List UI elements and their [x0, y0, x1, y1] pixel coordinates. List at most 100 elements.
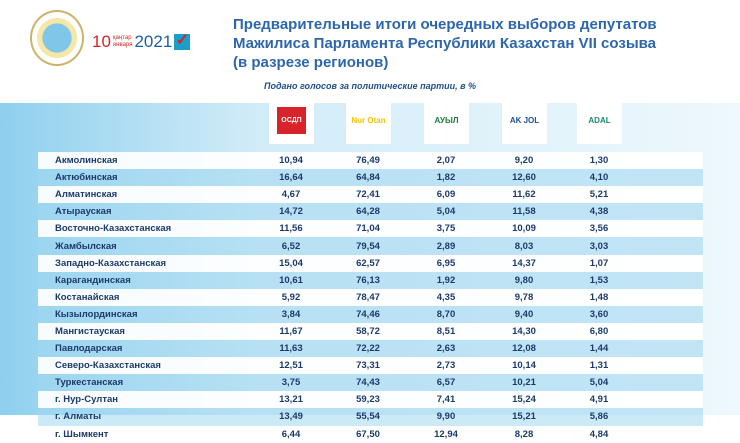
vote-percent-cell: 4,91 [589, 394, 609, 406]
vote-percent-cell: 1,92 [436, 274, 456, 286]
party-logo: АУЫЛ [424, 97, 469, 144]
region-name: Карагандинская [55, 274, 131, 286]
region-name: г. Нур-Султан [55, 394, 118, 406]
table-row: Западно-Казахстанская 15,04 62,57 6,95 14,37… [38, 254, 703, 272]
vote-percent-cell: 5,21 [589, 189, 609, 201]
table-subtitle: Подано голосов за политические партии, в… [263, 81, 477, 91]
date-month-kz: қаңтар [112, 35, 132, 41]
vote-percent-cell: 72,41 [356, 189, 380, 201]
vote-percent-cell: 79,54 [356, 240, 380, 252]
vote-percent-cell: 5,04 [436, 206, 456, 218]
checkmark-icon: ✓ [174, 32, 191, 50]
party-logo: AK JOL [502, 97, 547, 144]
table-row: Кызылординская 3,84 74,46 8,70 9,40 3,60 [38, 305, 703, 323]
vote-percent-cell: 6,57 [436, 377, 456, 389]
vote-percent-cell: 1,53 [589, 274, 609, 286]
party-logo: ADAL [577, 97, 622, 144]
vote-percent-cell: 76,13 [356, 274, 380, 286]
vote-percent-cell: 71,04 [356, 223, 380, 235]
vote-percent-cell: 73,31 [356, 360, 380, 372]
vote-percent-cell: 2,07 [436, 155, 456, 167]
vote-percent-cell: 10,09 [512, 223, 536, 235]
region-name: Восточно-Казахстанская [55, 223, 172, 235]
vote-percent-cell: 4,35 [436, 291, 456, 303]
vote-percent-cell: 2,73 [436, 360, 456, 372]
region-name: Акмолинская [55, 155, 118, 167]
region-name: Мангистауская [55, 325, 125, 337]
vote-percent-cell: 3,84 [281, 308, 301, 320]
region-name: Костанайская [55, 291, 120, 303]
region-name: Павлодарская [55, 343, 123, 355]
vote-percent-cell: 3,60 [589, 308, 609, 320]
table-row: Восточно-Казахстанская 11,56 71,04 3,75 10,0… [38, 220, 703, 238]
title-line: (в разрезе регионов) [233, 54, 389, 71]
vote-percent-cell: 15,04 [279, 257, 303, 269]
vote-percent-cell: 14,30 [512, 325, 536, 337]
vote-percent-cell: 11,63 [279, 343, 303, 355]
vote-percent-cell: 1,82 [436, 172, 456, 184]
table-row: Атырауская 14,72 64,28 5,04 11,58 4,38 [38, 203, 703, 221]
vote-percent-cell: 59,23 [356, 394, 380, 406]
date-year: 2021 [134, 32, 173, 51]
vote-percent-cell: 9,78 [514, 291, 534, 303]
table-row: Костанайская 5,92 78,47 4,35 9,78 1,48 [38, 288, 703, 306]
vote-percent-cell: 74,43 [356, 377, 380, 389]
table-row: г. Нур-Султан 13,21 59,23 7,41 15,24 4,91 [38, 391, 703, 409]
vote-percent-cell: 11,62 [512, 189, 536, 201]
region-name: Жамбылская [55, 240, 117, 252]
vote-percent-cell: 9,40 [514, 308, 534, 320]
title-line: Мажилиса Парламента Республики Казахстан… [233, 35, 656, 52]
vote-percent-cell: 13,21 [279, 394, 303, 406]
party-logo-text: ADAL [588, 116, 611, 125]
table-row: Жамбылская 6,52 79,54 2,89 8,03 3,03 [38, 237, 703, 255]
party-logo-text: AK JOL [509, 116, 540, 125]
vote-percent-cell: 12,08 [512, 343, 536, 355]
vote-percent-cell: 3,75 [281, 377, 301, 389]
vote-percent-cell: 16,64 [279, 172, 303, 184]
vote-percent-cell: 2,63 [436, 343, 456, 355]
vote-percent-cell: 76,49 [356, 155, 380, 167]
vote-percent-cell: 6,09 [436, 189, 456, 201]
vote-percent-cell: 67,50 [356, 428, 380, 440]
results-table: Акмолинская 10,94 76,49 2,07 9,20 1,30 Актюбин… [38, 152, 703, 443]
vote-percent-cell: 10,61 [279, 274, 303, 286]
region-name: Кызылординская [55, 308, 138, 320]
vote-percent-cell: 12,94 [434, 428, 458, 440]
vote-percent-cell: 11,58 [512, 206, 536, 218]
vote-percent-cell: 13,49 [279, 411, 303, 423]
vote-percent-cell: 64,84 [356, 172, 380, 184]
vote-percent-cell: 6,44 [281, 428, 301, 440]
party-logo-text: Nur Otan [351, 116, 386, 125]
vote-percent-cell: 7,41 [436, 394, 456, 406]
table-row: Алматинская 4,67 72,41 6,09 11,62 5,21 [38, 186, 703, 204]
region-name: Северо-Казахстанская [55, 360, 161, 372]
table-row: Туркестанская 3,75 74,43 6,57 10,21 5,04 [38, 374, 703, 392]
region-name: Атырауская [55, 206, 112, 218]
vote-percent-cell: 3,75 [436, 223, 456, 235]
vote-percent-cell: 5,92 [281, 291, 301, 303]
table-row: Мангистауская 11,67 58,72 8,51 14,30 6,80 [38, 322, 703, 341]
table-row: г. Шымкент 6,44 67,50 12,94 8,28 4,84 [38, 425, 703, 443]
vote-percent-cell: 10,14 [512, 360, 536, 372]
vote-percent-cell: 3,03 [589, 240, 609, 252]
vote-percent-cell: 62,57 [356, 257, 380, 269]
table-row: Павлодарская 11,63 72,22 2,63 12,08 1,44 [38, 340, 703, 358]
election-commission-emblem [30, 10, 84, 66]
table-row: Северо-Казахстанская 12,51 73,31 2,73 10,14 1… [38, 357, 703, 375]
vote-percent-cell: 14,72 [279, 206, 303, 218]
header: 10 қаңтар января 2021 ✓ Предварительные и… [0, 0, 740, 103]
vote-percent-cell: 58,72 [356, 325, 380, 337]
vote-percent-cell: 5,04 [589, 377, 609, 389]
region-name: Алматинская [55, 189, 118, 201]
vote-percent-cell: 5,86 [589, 411, 609, 423]
vote-percent-cell: 6,95 [436, 257, 456, 269]
table-row: Актюбинская 16,64 64,84 1,82 12,60 4,10 [38, 169, 703, 187]
vote-percent-cell: 15,24 [512, 394, 536, 406]
page-title: Предварительные итоги очередных выборов … [233, 15, 657, 72]
election-date-logo: 10 қаңтар января 2021 ✓ [92, 32, 191, 52]
vote-percent-cell: 6,52 [281, 240, 301, 252]
vote-percent-cell: 11,67 [279, 325, 303, 337]
party-logo-text: АУЫЛ [434, 116, 459, 125]
title-line: Предварительные итоги очередных выборов … [233, 16, 657, 33]
vote-percent-cell: 72,22 [356, 343, 380, 355]
